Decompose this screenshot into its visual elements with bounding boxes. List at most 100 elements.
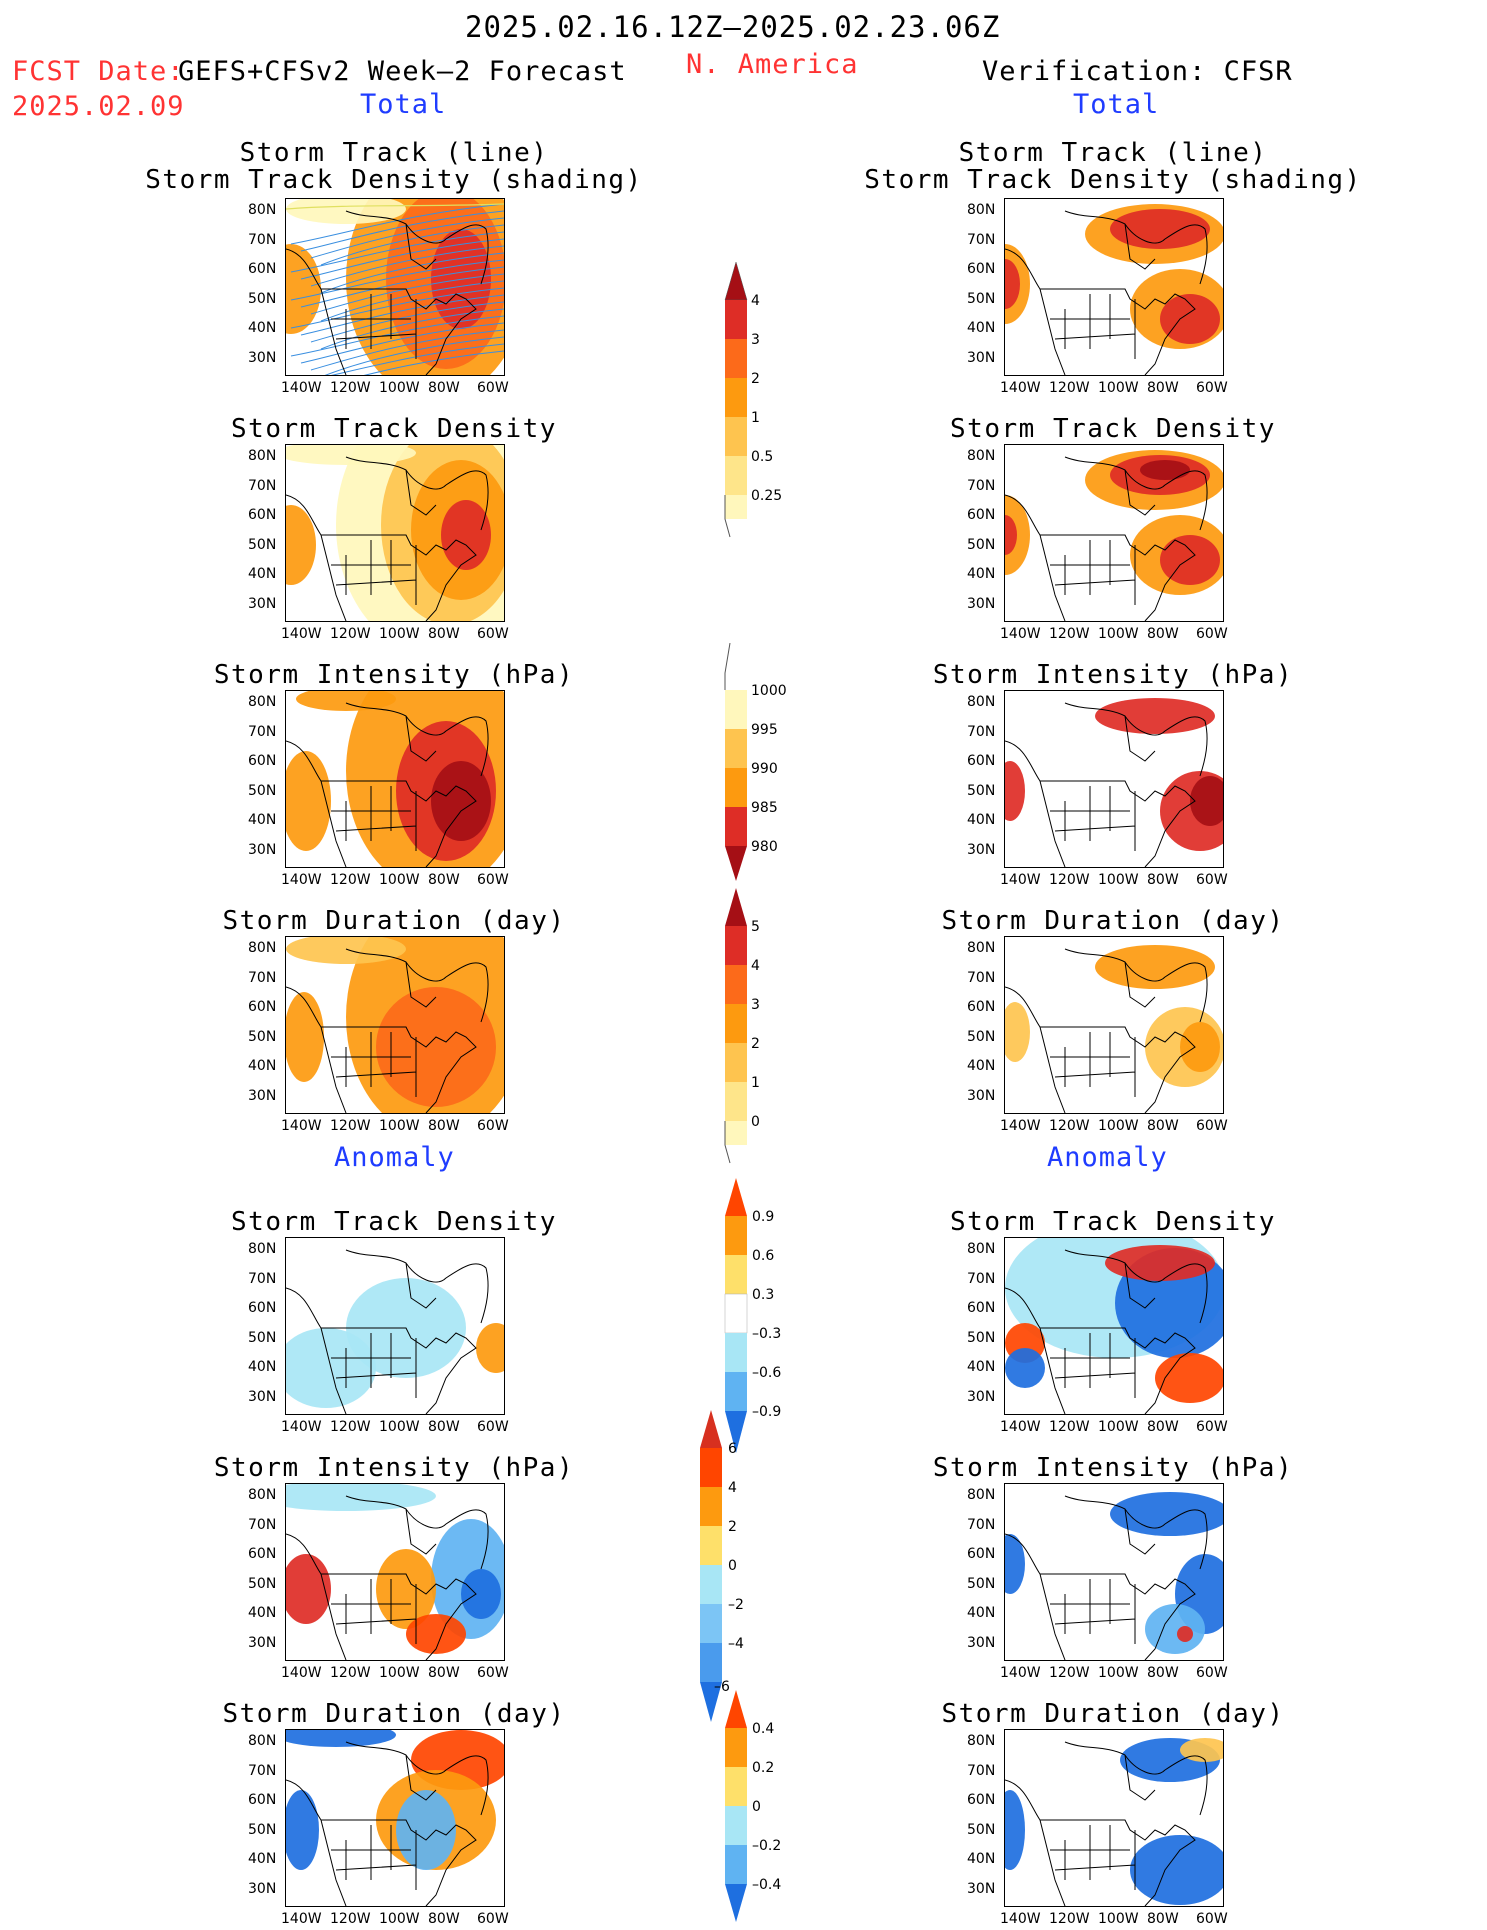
shading-region	[286, 1484, 436, 1511]
lon-label-track-left: 120W	[330, 380, 371, 396]
cbar-density-1: 1	[751, 410, 760, 426]
lon-label-density_anom-left: 100W	[379, 1419, 420, 1435]
shading-region	[396, 1790, 456, 1870]
shading-region	[1095, 698, 1215, 734]
panel-title-density_anom-right: Storm Track Density	[950, 1207, 1276, 1237]
panel-title-intensity_anom-right: Storm Intensity (hPa)	[932, 1453, 1294, 1483]
coastline	[286, 702, 489, 867]
lat-label-density_anom-right: 50N	[967, 1329, 996, 1346]
panel-subtitle-track-left: Storm Track Density (shading)	[145, 165, 643, 195]
shading-region	[286, 244, 321, 334]
lon-label-track-left: 80W	[428, 380, 460, 396]
map-intensity_anom-left	[285, 1483, 505, 1661]
lat-label-duration_anom-right: 60N	[967, 1792, 996, 1808]
cbar-dua-0: 0	[752, 1799, 761, 1815]
colorbar-density: 4 3 2 1 0.5 0.25	[724, 262, 782, 538]
shading-region	[1110, 209, 1210, 249]
lat-label-intensity-right: 50N	[967, 782, 996, 799]
lat-label-duration_anom-left: 40N	[248, 1851, 277, 1867]
cbar-ia-m4: –4	[728, 1636, 744, 1652]
lon-label-intensity-left: 140W	[281, 872, 322, 888]
verification-label: Verification: CFSR	[982, 56, 1293, 87]
cbar-da-m09: –0.9	[752, 1404, 781, 1420]
lat-label-duration-left: 40N	[248, 1058, 277, 1074]
cbar-density-2: 2	[751, 371, 760, 387]
shading-region	[286, 445, 416, 465]
shading-region	[376, 987, 496, 1107]
lat-label-track-right: 40N	[967, 320, 996, 336]
coastline	[1005, 1741, 1208, 1906]
lat-label-duration_anom-right: 70N	[967, 1762, 996, 1779]
coastline	[1005, 1495, 1208, 1660]
lat-label-density-left: 40N	[248, 566, 277, 582]
cbar-int-985: 985	[751, 800, 778, 816]
lon-label-density-left: 140W	[281, 626, 322, 642]
shading-region	[1160, 294, 1220, 344]
lat-label-duration_anom-right: 40N	[967, 1851, 996, 1867]
shading-region	[461, 1569, 501, 1619]
lon-label-track-left: 100W	[379, 380, 420, 396]
storm-track-line	[310, 217, 504, 259]
lon-label-intensity-right: 80W	[1147, 872, 1179, 888]
lat-label-density-right: 30N	[967, 595, 996, 612]
lat-label-intensity_anom-left: 50N	[248, 1575, 277, 1592]
lon-label-duration_anom-right: 140W	[1000, 1911, 1041, 1927]
map-canvas	[1005, 1738, 1223, 1906]
lat-label-track-right: 80N	[967, 202, 996, 218]
colorbar-duration-anomaly: 0.4 0.2 0 –0.2 –0.4	[725, 1690, 781, 1922]
map-duration-right	[1004, 936, 1224, 1114]
coastline	[1005, 456, 1208, 621]
lat-label-intensity-right: 40N	[967, 812, 996, 828]
coastline	[1005, 702, 1208, 867]
lon-label-track-right: 140W	[1000, 380, 1041, 396]
lat-label-duration_anom-left: 70N	[248, 1762, 277, 1779]
cbar-dur-5: 5	[751, 919, 760, 935]
lat-label-density_anom-left: 40N	[248, 1359, 277, 1375]
cbar-da-m03: –0.3	[752, 1326, 781, 1342]
lon-label-intensity_anom-left: 120W	[330, 1665, 371, 1681]
lon-label-intensity-right: 100W	[1098, 872, 1139, 888]
lon-label-intensity_anom-left: 140W	[281, 1665, 322, 1681]
lat-label-intensity_anom-right: 70N	[967, 1516, 996, 1533]
shading-region	[1180, 1022, 1220, 1072]
cbar-ia-m2: –2	[728, 1597, 744, 1613]
coastline	[1005, 948, 1208, 1113]
lat-label-density-left: 60N	[248, 507, 277, 523]
lat-label-track-left: 80N	[248, 202, 277, 218]
shading-region	[1005, 1348, 1045, 1388]
lon-label-density_anom-left: 60W	[477, 1419, 509, 1435]
map-duration-left	[285, 936, 505, 1114]
map-canvas	[1005, 1238, 1223, 1414]
shading-region	[431, 761, 491, 841]
total-label-left: Total	[360, 89, 447, 120]
coastline	[286, 1495, 489, 1660]
cbar-ia-m6: –6	[714, 1679, 730, 1695]
shading-region	[1005, 259, 1020, 309]
cbar-dua-m04: –0.4	[752, 1877, 781, 1893]
shading-region	[441, 500, 491, 570]
lat-label-density-left: 50N	[248, 536, 277, 553]
lon-label-intensity-left: 120W	[330, 872, 371, 888]
lon-label-duration_anom-left: 80W	[428, 1911, 460, 1927]
lon-label-density-right: 60W	[1196, 626, 1228, 642]
lat-label-intensity_anom-right: 40N	[967, 1605, 996, 1621]
lat-label-density-left: 80N	[248, 448, 277, 464]
fcst-date-value: 2025.02.09	[12, 91, 185, 122]
lon-label-duration_anom-right: 60W	[1196, 1911, 1228, 1927]
coastline	[286, 456, 489, 621]
cbar-dur-3: 3	[751, 997, 760, 1013]
shading-region	[1190, 776, 1223, 826]
map-canvas	[286, 1730, 504, 1906]
storm-track-line	[300, 210, 504, 252]
lat-label-track-right: 30N	[967, 349, 996, 366]
lat-label-density_anom-left: 80N	[248, 1241, 277, 1257]
lon-label-intensity-left: 60W	[477, 872, 509, 888]
lon-label-track-right: 60W	[1196, 380, 1228, 396]
lon-label-intensity_anom-right: 60W	[1196, 1665, 1228, 1681]
shading-region	[296, 691, 396, 711]
cbar-dur-2: 2	[751, 1036, 760, 1052]
lat-label-density-left: 70N	[248, 477, 277, 494]
lon-label-density-right: 140W	[1000, 626, 1041, 642]
lat-label-duration_anom-right: 30N	[967, 1880, 996, 1897]
storm-track-line	[310, 273, 504, 315]
